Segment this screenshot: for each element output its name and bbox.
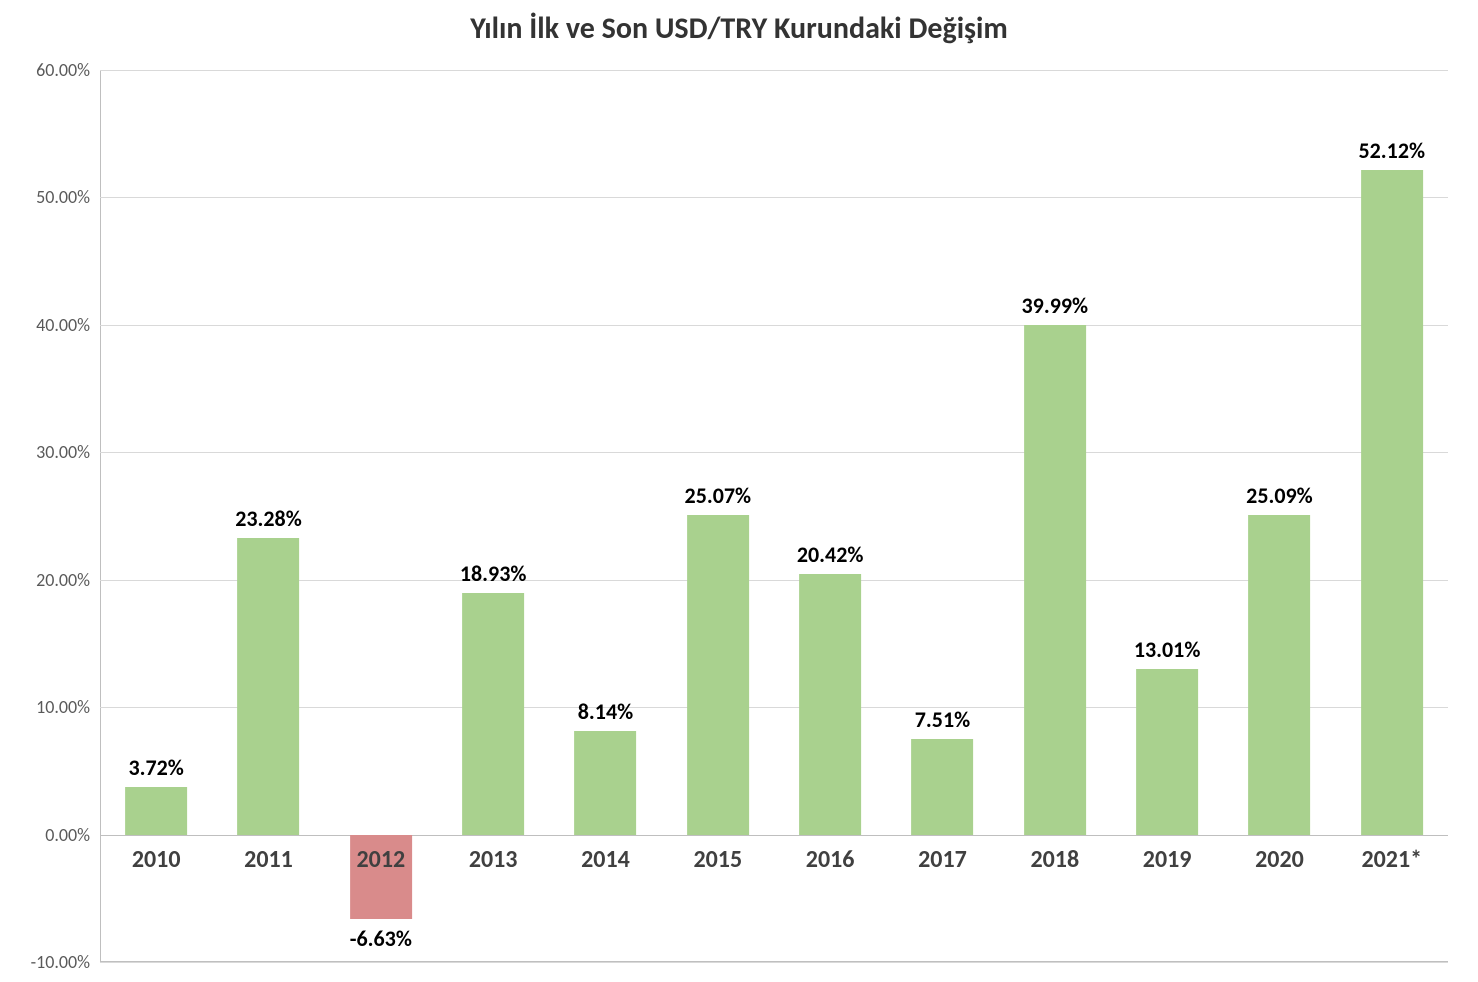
x-tick-label: 2013 xyxy=(469,845,518,874)
bar-value-label: 23.28% xyxy=(235,505,302,532)
bar-value-label: 25.09% xyxy=(1246,482,1313,509)
bar-value-label: 18.93% xyxy=(460,560,527,587)
bar xyxy=(912,739,974,835)
x-tick-label: 2018 xyxy=(1030,845,1079,874)
y-tick-label: 0.00% xyxy=(45,824,100,846)
y-tick-label: 10.00% xyxy=(36,696,100,718)
bar-slot: 25.09% 2020 xyxy=(1223,70,1335,962)
x-tick-label: 2017 xyxy=(918,845,967,874)
bar-value-label: 39.99% xyxy=(1022,292,1089,319)
bar xyxy=(1136,669,1198,835)
y-tick-label: 60.00% xyxy=(36,59,100,81)
bar-value-label: 25.07% xyxy=(685,482,752,509)
bar-slot: 7.51% 2017 xyxy=(886,70,998,962)
bar-slot: 3.72% 2010 xyxy=(100,70,212,962)
x-tick-label: 2012 xyxy=(356,845,405,874)
x-tick-label: 2014 xyxy=(581,845,630,874)
bar-slot: 13.01% 2019 xyxy=(1111,70,1223,962)
bar xyxy=(1361,170,1423,834)
bar-value-label: 20.42% xyxy=(797,541,864,568)
bar-slot: 52.12% 2021* xyxy=(1336,70,1448,962)
y-tick-label: 50.00% xyxy=(36,186,100,208)
bar xyxy=(1249,515,1311,835)
x-tick-label: 2019 xyxy=(1143,845,1192,874)
x-tick-label: 2010 xyxy=(132,845,181,874)
chart-container: Yılın İlk ve Son USD/TRY Kurundaki Değiş… xyxy=(0,0,1478,982)
bar xyxy=(125,787,187,834)
bar xyxy=(575,731,637,835)
bar xyxy=(799,574,861,834)
bars-row: 3.72% 2010 23.28% 2011 -6.63% 2012 18.93% 2013 8… xyxy=(100,70,1448,962)
bar-slot: -6.63% 2012 xyxy=(325,70,437,962)
bar-slot: 23.28% 2011 xyxy=(212,70,324,962)
x-tick-label: 2011 xyxy=(244,845,293,874)
bar-value-label: 7.51% xyxy=(915,706,970,733)
x-tick-label: 2015 xyxy=(693,845,742,874)
plot-area: 3.72% 2010 23.28% 2011 -6.63% 2012 18.93% 2013 8… xyxy=(100,70,1448,962)
gridline xyxy=(100,962,1448,963)
x-tick-label: 2021* xyxy=(1361,845,1422,874)
bar-value-label: 52.12% xyxy=(1359,137,1426,164)
bar-value-label: 13.01% xyxy=(1134,636,1201,663)
x-tick-label: 2016 xyxy=(806,845,855,874)
bar xyxy=(238,538,300,835)
bar-slot: 39.99% 2018 xyxy=(999,70,1111,962)
y-tick-label: -10.00% xyxy=(31,951,100,973)
bar-value-label: 8.14% xyxy=(578,698,633,725)
chart-title: Yılın İlk ve Son USD/TRY Kurundaki Değiş… xyxy=(0,10,1478,47)
y-tick-label: 20.00% xyxy=(36,569,100,591)
y-tick-label: 40.00% xyxy=(36,314,100,336)
y-tick-label: 30.00% xyxy=(36,441,100,463)
bar-slot: 20.42% 2016 xyxy=(774,70,886,962)
bar xyxy=(1024,325,1086,835)
bar-value-label: -6.63% xyxy=(350,925,412,952)
bar-slot: 18.93% 2013 xyxy=(437,70,549,962)
bar xyxy=(687,515,749,834)
x-tick-label: 2020 xyxy=(1255,845,1304,874)
bar-slot: 8.14% 2014 xyxy=(549,70,661,962)
bar-slot: 25.07% 2015 xyxy=(662,70,774,962)
bar-value-label: 3.72% xyxy=(128,754,183,781)
bar xyxy=(462,593,524,834)
